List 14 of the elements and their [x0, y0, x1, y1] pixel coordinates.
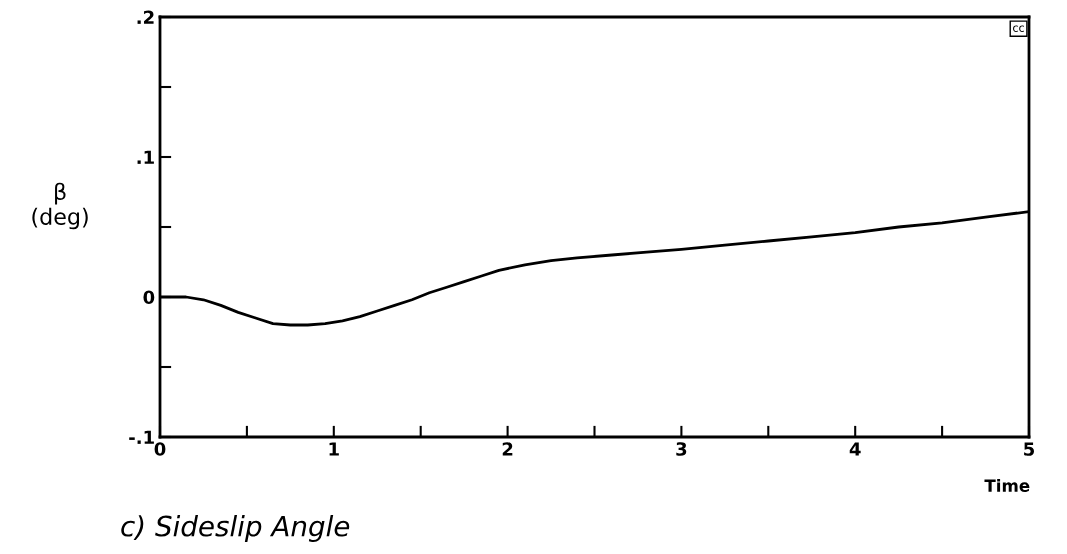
y-tick-label: 0: [143, 290, 155, 305]
text: c) Sideslip Angle: [121, 515, 350, 542]
x-tick-label: 2: [502, 442, 513, 456]
y-axis-title: β (deg): [32, 182, 88, 230]
x-tick-label: 0: [154, 442, 166, 456]
annotation: cc: [1013, 25, 1024, 32]
x-tick-label: 1: [329, 442, 339, 456]
y-tick-label: -.1: [129, 430, 154, 444]
x-axis-title: Time: [984, 479, 1030, 492]
x-tick-label: 3: [676, 442, 687, 456]
x-tick-label: 4: [849, 442, 861, 456]
x-tick-label: 5: [1024, 442, 1035, 456]
y-tick-label: .2: [137, 10, 154, 24]
y-tick-label: .1: [137, 150, 154, 164]
